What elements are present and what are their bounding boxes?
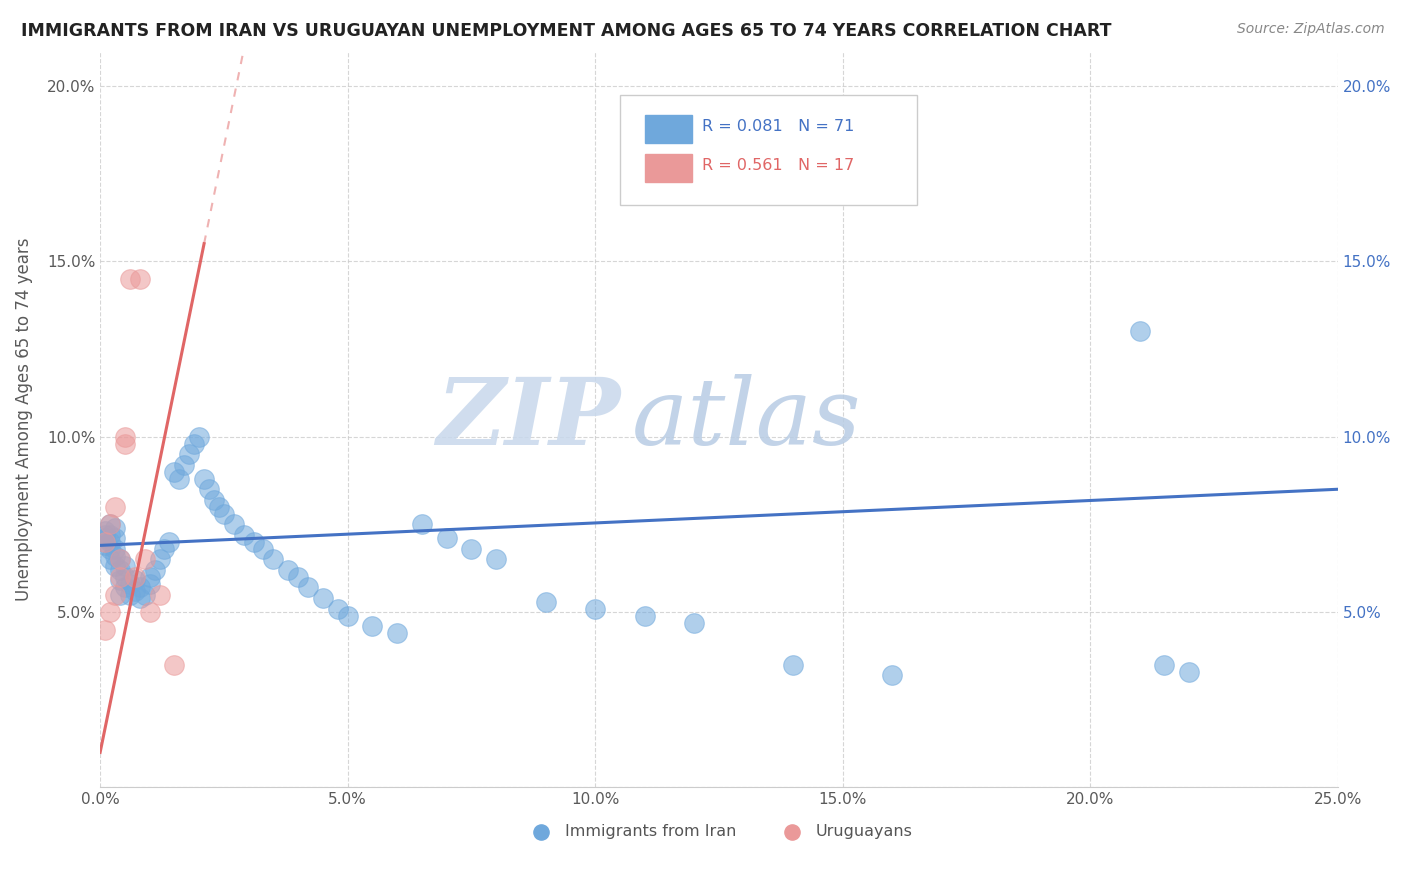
Point — [124, 584, 146, 599]
Point — [277, 563, 299, 577]
Text: IMMIGRANTS FROM IRAN VS URUGUAYAN UNEMPLOYMENT AMONG AGES 65 TO 74 YEARS CORRELA: IMMIGRANTS FROM IRAN VS URUGUAYAN UNEMPL… — [21, 22, 1112, 40]
Point — [118, 587, 141, 601]
Point — [882, 668, 904, 682]
Point — [163, 657, 186, 672]
Point — [202, 492, 225, 507]
Point — [114, 436, 136, 450]
Text: atlas: atlas — [633, 374, 862, 464]
Point — [104, 559, 127, 574]
Point — [193, 472, 215, 486]
Point — [782, 657, 804, 672]
Point — [94, 528, 117, 542]
Point — [104, 500, 127, 514]
Point — [138, 577, 160, 591]
Point — [148, 587, 170, 601]
Point — [98, 605, 121, 619]
Point — [312, 591, 335, 605]
Point — [138, 570, 160, 584]
Point — [108, 552, 131, 566]
Point — [98, 517, 121, 532]
Point — [128, 591, 150, 605]
Point — [159, 534, 181, 549]
Point — [114, 559, 136, 574]
Point — [143, 563, 166, 577]
Point — [108, 552, 131, 566]
Point — [98, 517, 121, 532]
Point — [94, 532, 117, 546]
Point — [108, 563, 131, 577]
Point — [108, 574, 131, 588]
Point — [169, 472, 191, 486]
Point — [104, 587, 127, 601]
Text: R = 0.561   N = 17: R = 0.561 N = 17 — [702, 158, 853, 173]
Bar — [645, 153, 692, 182]
Point — [94, 538, 117, 552]
Point — [108, 587, 131, 601]
Text: R = 0.081   N = 71: R = 0.081 N = 71 — [702, 119, 853, 134]
Point — [114, 570, 136, 584]
Point — [183, 436, 205, 450]
Point — [104, 549, 127, 563]
Point — [98, 528, 121, 542]
Point — [108, 570, 131, 584]
Bar — [645, 115, 692, 143]
Point — [173, 458, 195, 472]
Point — [98, 534, 121, 549]
Point — [98, 552, 121, 566]
Point — [138, 605, 160, 619]
Point — [411, 517, 433, 532]
Point — [104, 521, 127, 535]
Point — [252, 541, 274, 556]
Point — [153, 541, 176, 556]
Point — [297, 581, 319, 595]
Point — [436, 532, 458, 546]
Point — [114, 581, 136, 595]
Point — [361, 619, 384, 633]
Point — [94, 623, 117, 637]
Point — [104, 541, 127, 556]
Text: ZIP: ZIP — [436, 374, 620, 464]
Legend: Immigrants from Iran, Uruguayans: Immigrants from Iran, Uruguayans — [519, 818, 920, 846]
Point — [118, 271, 141, 285]
Point — [94, 524, 117, 539]
Point — [124, 570, 146, 584]
Point — [1153, 657, 1175, 672]
Point — [118, 577, 141, 591]
Point — [287, 570, 309, 584]
Point — [134, 587, 156, 601]
Point — [583, 601, 606, 615]
Point — [114, 429, 136, 443]
Point — [1178, 665, 1201, 679]
Y-axis label: Unemployment Among Ages 65 to 74 years: Unemployment Among Ages 65 to 74 years — [15, 237, 32, 601]
Point — [1129, 324, 1152, 338]
Point — [104, 532, 127, 546]
Point — [534, 594, 557, 608]
Point — [179, 447, 201, 461]
Point — [460, 541, 482, 556]
Point — [262, 552, 284, 566]
Point — [683, 615, 706, 630]
Point — [208, 500, 231, 514]
Text: Source: ZipAtlas.com: Source: ZipAtlas.com — [1237, 22, 1385, 37]
Point — [385, 626, 408, 640]
Point — [163, 465, 186, 479]
FancyBboxPatch shape — [620, 95, 917, 205]
Point — [188, 429, 211, 443]
Point — [148, 552, 170, 566]
Point — [198, 482, 221, 496]
Point — [242, 534, 264, 549]
Point — [98, 541, 121, 556]
Point — [222, 517, 245, 532]
Point — [128, 581, 150, 595]
Point — [94, 534, 117, 549]
Point — [124, 574, 146, 588]
Point — [232, 528, 254, 542]
Point — [634, 608, 657, 623]
Point — [485, 552, 508, 566]
Point — [134, 552, 156, 566]
Point — [326, 601, 349, 615]
Point — [336, 608, 359, 623]
Point — [128, 271, 150, 285]
Point — [212, 507, 235, 521]
